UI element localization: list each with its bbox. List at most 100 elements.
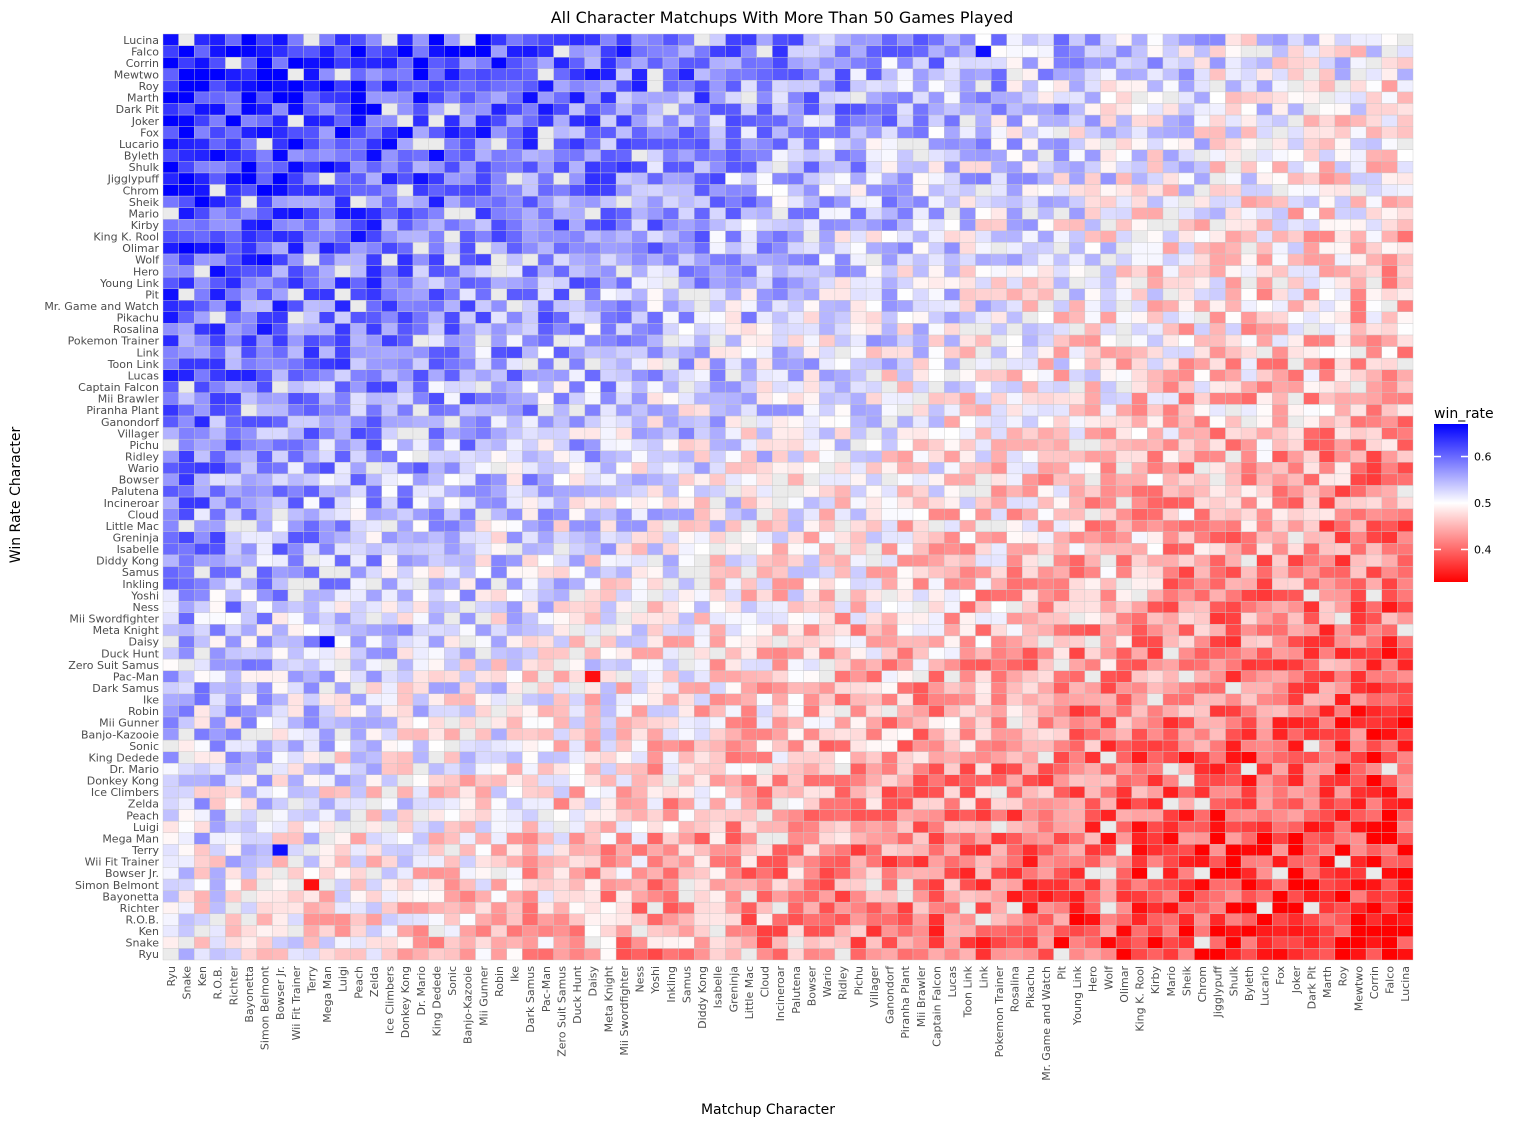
heatmap-cell [1022, 554, 1039, 567]
heatmap-cell [850, 693, 867, 706]
heatmap-cell [944, 334, 961, 347]
heatmap-cell [1115, 832, 1132, 845]
heatmap-cell [803, 276, 820, 289]
heatmap-cell [1256, 531, 1273, 544]
heatmap-cell [334, 774, 351, 787]
heatmap-cell [1115, 786, 1132, 799]
heatmap-cell [819, 832, 836, 845]
heatmap-cell [1225, 716, 1242, 729]
heatmap-cell [834, 253, 851, 266]
heatmap-cell [381, 577, 398, 590]
heatmap-cell [819, 508, 836, 521]
heatmap-cell [725, 519, 742, 532]
heatmap-cell [725, 566, 742, 579]
heatmap-cell [459, 300, 476, 312]
heatmap-cell [162, 647, 179, 660]
heatmap-cell [850, 346, 867, 359]
heatmap-cell [1100, 658, 1117, 671]
heatmap-cell [881, 682, 898, 694]
heatmap-cell [1069, 462, 1086, 475]
heatmap-cell [881, 357, 898, 370]
heatmap-cell [1006, 728, 1023, 741]
heatmap-cell [1147, 554, 1164, 567]
heatmap-cell [1131, 600, 1148, 613]
heatmap-cell [740, 936, 757, 949]
heatmap-cell [1319, 589, 1336, 602]
heatmap-cell [506, 751, 523, 764]
heatmap-cell [725, 890, 742, 903]
heatmap-cell [600, 635, 617, 648]
heatmap-cell [1350, 705, 1367, 718]
heatmap-cell [381, 346, 398, 359]
heatmap-cell [850, 473, 867, 486]
heatmap-cell [1178, 473, 1195, 486]
heatmap-cell [959, 311, 976, 324]
heatmap-cell [1334, 253, 1351, 266]
heatmap-cell [537, 936, 554, 949]
heatmap-cell [850, 936, 867, 949]
heatmap-cell [1240, 485, 1257, 498]
heatmap-cell [553, 624, 570, 637]
heatmap-cell [678, 404, 695, 417]
heatmap-cell [1303, 392, 1320, 405]
heatmap-cell [1225, 392, 1242, 405]
heatmap-cell [444, 716, 461, 729]
heatmap-cell [1162, 624, 1179, 637]
heatmap-cell [1287, 427, 1304, 440]
heatmap-cell [553, 450, 570, 463]
heatmap-cell [990, 844, 1007, 857]
heatmap-cell [1240, 612, 1257, 625]
heatmap-cell [350, 276, 367, 289]
heatmap-cell [662, 462, 679, 475]
heatmap-cell [834, 600, 851, 613]
heatmap-cell [990, 323, 1007, 336]
heatmap-cell [397, 265, 414, 278]
heatmap-cell [334, 462, 351, 475]
heatmap-cell [162, 450, 179, 463]
heatmap-cell [819, 415, 836, 428]
heatmap-cell [162, 253, 179, 266]
heatmap-cell [1272, 716, 1289, 729]
heatmap-cell [865, 763, 882, 775]
heatmap-cell [428, 346, 445, 359]
heatmap-cell [506, 682, 523, 694]
heatmap-cell [475, 427, 492, 440]
heatmap-cell [475, 728, 492, 741]
heatmap-cell [459, 357, 476, 370]
heatmap-cell [1397, 936, 1414, 949]
heatmap-cell [897, 774, 914, 787]
heatmap-cell [709, 820, 726, 833]
heatmap-cell [162, 682, 179, 694]
heatmap-cell [1209, 253, 1226, 266]
heatmap-cell [209, 913, 226, 926]
heatmap-cell [944, 948, 961, 961]
heatmap-cell [1209, 462, 1226, 475]
heatmap-cell [865, 346, 882, 359]
heatmap-cell [397, 751, 414, 764]
heatmap-cell [1037, 531, 1054, 544]
heatmap-cell [662, 647, 679, 660]
heatmap-cell [1209, 473, 1226, 486]
heatmap-cell [678, 369, 695, 382]
heatmap-cell [1131, 867, 1148, 880]
heatmap-cell [865, 276, 882, 289]
heatmap-cell [865, 878, 882, 891]
heatmap-cell [428, 276, 445, 289]
heatmap-cell [553, 635, 570, 648]
heatmap-cell [990, 519, 1007, 532]
heatmap-cell [1194, 346, 1211, 359]
heatmap-cell [1037, 415, 1054, 428]
heatmap-cell [287, 739, 304, 752]
heatmap-cell [647, 381, 664, 394]
heatmap-cell [1194, 728, 1211, 741]
heatmap-cell [178, 716, 195, 729]
heatmap-cell [819, 612, 836, 625]
heatmap-cell [975, 716, 992, 729]
heatmap-cell [584, 381, 601, 394]
heatmap-cell [1178, 809, 1195, 822]
heatmap-cell [772, 786, 789, 799]
heatmap-cell [428, 624, 445, 637]
heatmap-cell [319, 936, 336, 949]
heatmap-cell [194, 566, 211, 579]
heatmap-cell [1397, 531, 1414, 544]
